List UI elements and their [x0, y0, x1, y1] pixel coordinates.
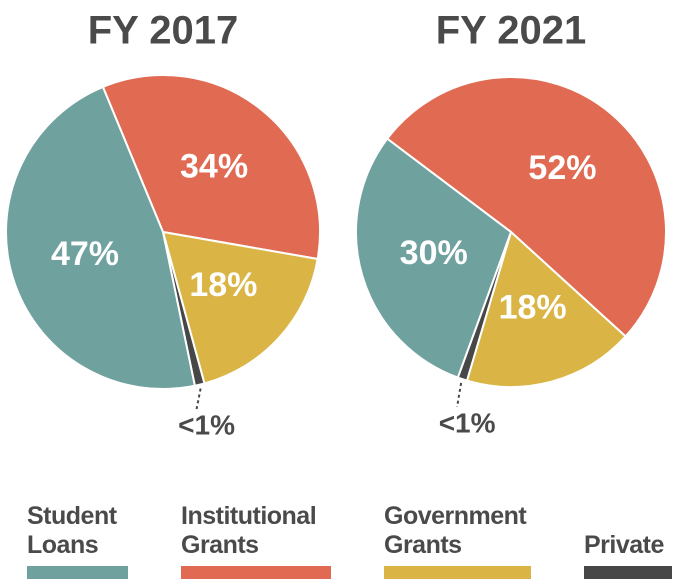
legend-swatch — [181, 566, 331, 579]
slice-label: 18% — [189, 266, 257, 304]
leader-line — [456, 382, 463, 408]
pie-slice — [161, 230, 319, 385]
pie-title: FY 2021 — [436, 9, 587, 53]
legend-label: Private — [584, 531, 664, 559]
legend-swatch — [584, 566, 672, 579]
pie-slice — [5, 85, 197, 390]
legend-swatch — [27, 566, 128, 579]
slice-label: 47% — [51, 235, 119, 273]
slice-label: <1% — [439, 407, 496, 438]
slice-label: 34% — [180, 147, 248, 185]
pie-slice — [465, 230, 627, 388]
pie-slice — [101, 74, 321, 261]
leader-line — [195, 388, 202, 410]
legend-label: Institutional Grants — [181, 502, 317, 559]
legend-swatch — [384, 566, 531, 579]
pie-title: FY 2017 — [88, 9, 239, 53]
pie-slice — [385, 76, 667, 338]
pie-slice — [355, 137, 513, 379]
slice-label: 30% — [400, 234, 468, 272]
slice-label: <1% — [178, 409, 235, 440]
legend-label: Government Grants — [384, 502, 527, 559]
slice-label: 18% — [499, 289, 567, 327]
slice-label: 52% — [528, 149, 596, 187]
legend-label: Student Loans — [27, 502, 117, 559]
